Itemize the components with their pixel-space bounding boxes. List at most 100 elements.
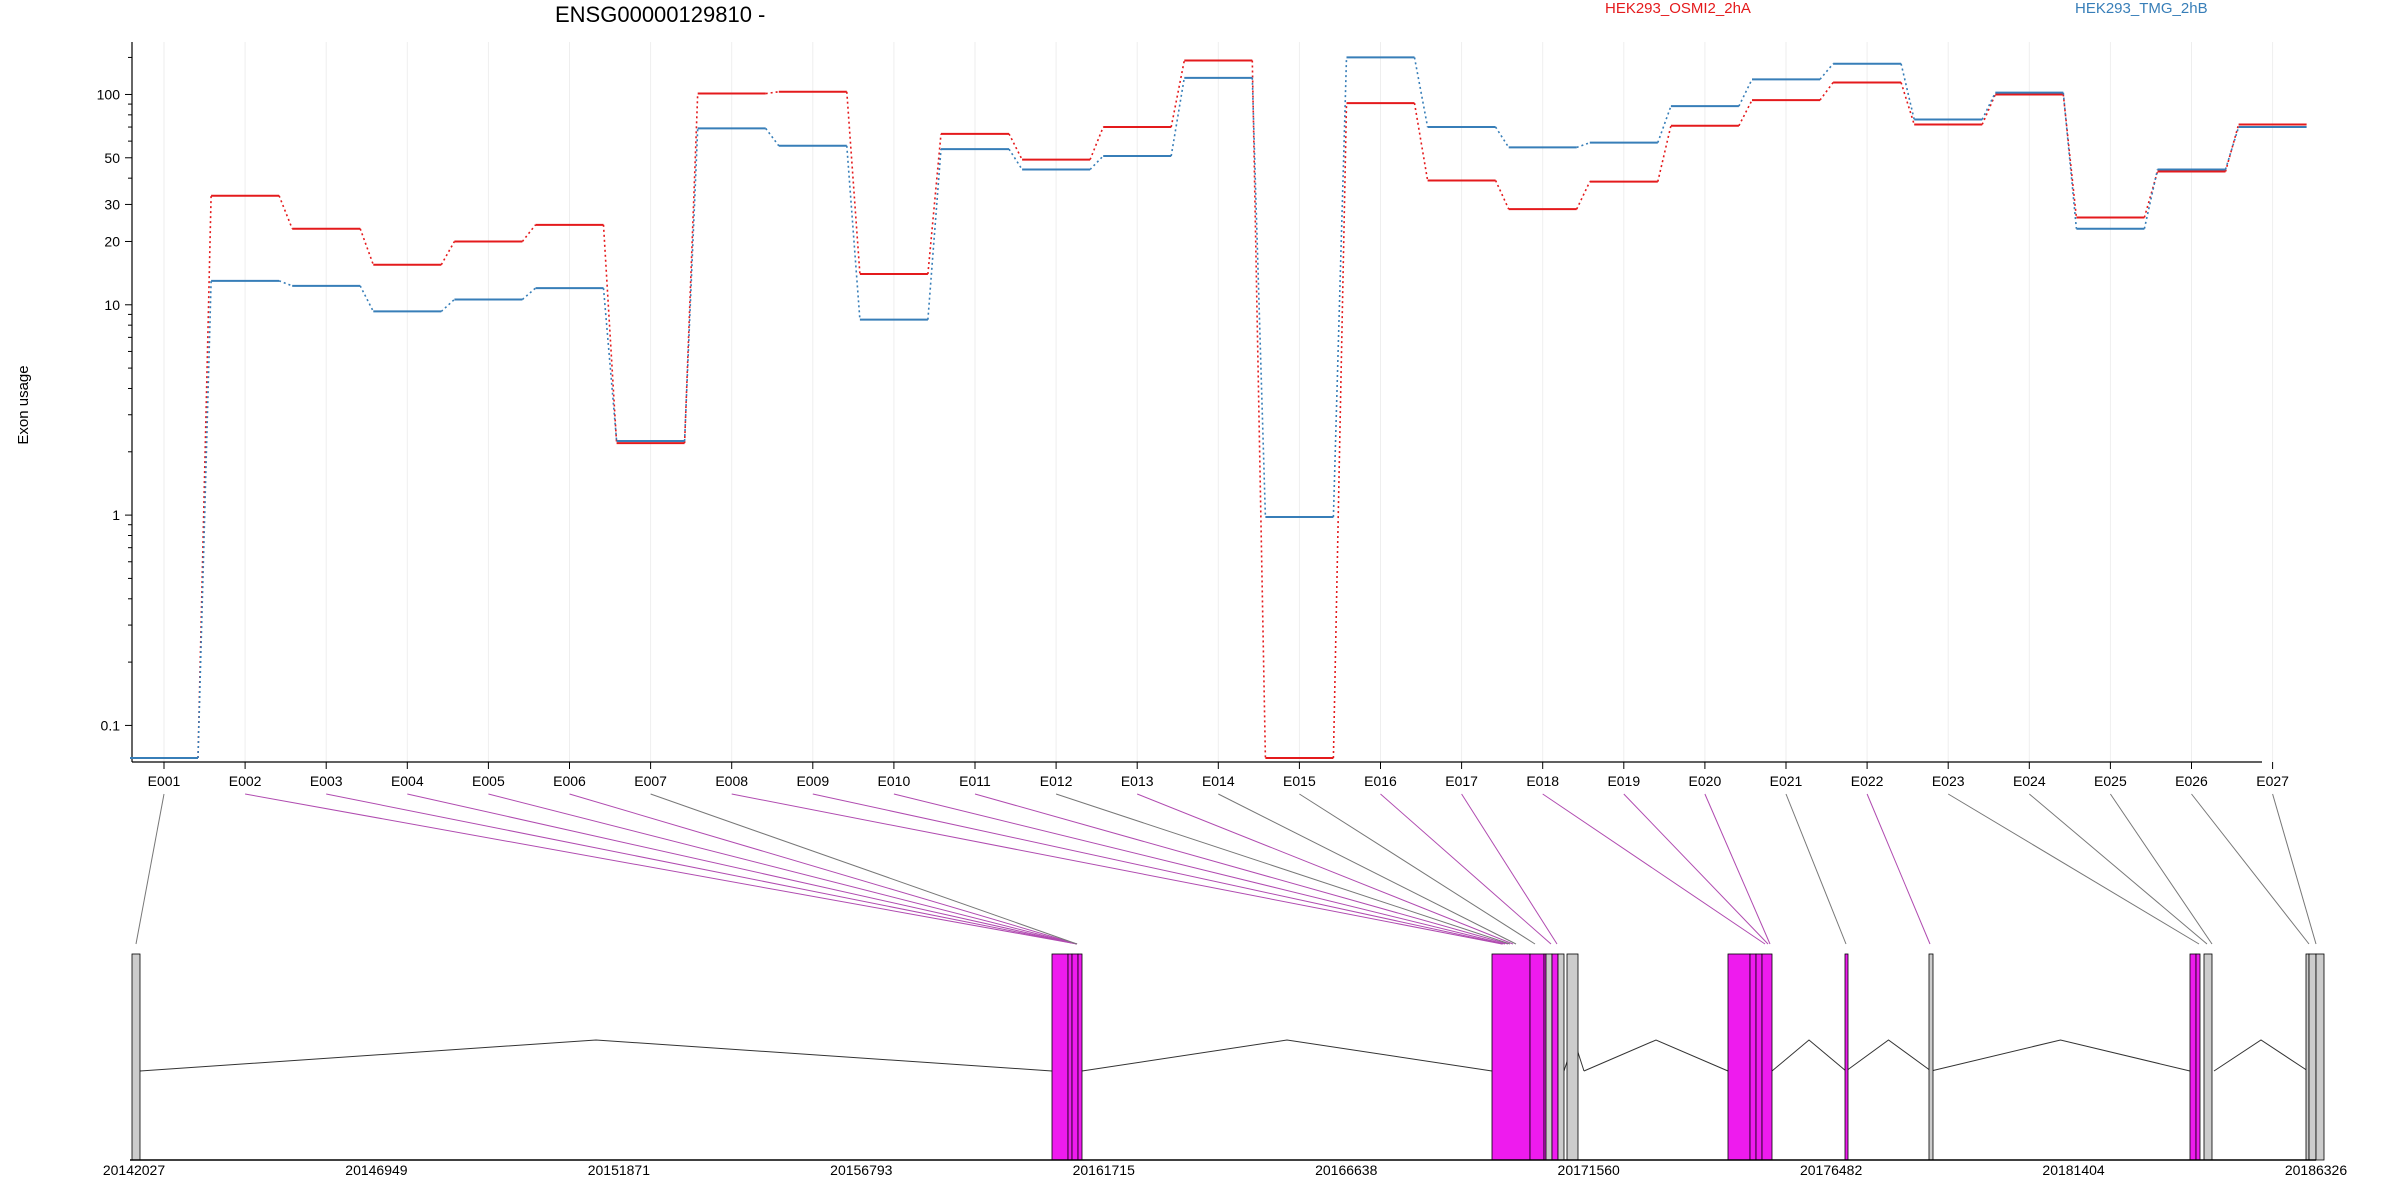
intron-line [2213,1039,2309,1072]
series-2-transition [521,287,537,301]
series-1-transition [1494,180,1510,210]
series-1-transition [1819,82,1834,101]
series-1-transition [1413,102,1429,181]
exon-connector [2109,793,2213,945]
series-2-transition [1170,77,1186,157]
x-tick-label: E001 [148,773,181,789]
series-1-transition [521,224,537,242]
series-1-transition [2062,94,2078,218]
genomic-tick-label: 20151871 [588,1162,651,1178]
series-1-transition [197,195,212,759]
exon-connector [569,793,1078,945]
genomic-tick-label: 20181404 [2042,1162,2105,1178]
y-tick-label: 0.1 [101,717,121,733]
exon-block [2203,953,2213,1161]
series-2-transition [1251,77,1267,517]
series-2-transition [1576,141,1591,149]
exon-block [1067,953,1073,1161]
series-2-transition [1089,155,1104,171]
series-1-transition [1170,60,1186,128]
genomic-tick-label: 20161715 [1073,1162,1136,1178]
x-tick-label: E009 [796,773,829,789]
series-1-transition [602,224,618,444]
exon-connectors [135,793,2317,945]
y-tick-label: 50 [104,150,120,166]
exon-connector [1299,793,1536,945]
x-tick-label: E021 [1770,773,1803,789]
series-1-transition [1008,133,1023,160]
y-tick-label: 10 [104,297,120,313]
series-1-transition [359,228,375,266]
exon-block [1749,953,1757,1161]
exon-connector [245,793,1078,945]
exon-connector [974,793,1509,945]
x-tick-label: E007 [634,773,667,789]
series-1-transition [2224,124,2240,172]
y-tick-label: 20 [104,233,120,249]
series-2-transition [1494,126,1510,148]
exon-connector [2028,793,2208,945]
exon-block [1566,953,1579,1161]
exon-block [1557,953,1565,1161]
series-1-transition [1575,181,1591,210]
genomic-tick-label: 20176482 [1800,1162,1863,1178]
exon-block [1051,953,1069,1161]
exon-connector [650,793,1078,945]
y-tick-label: 30 [104,196,120,212]
exon-connector [1947,793,2200,945]
x-tick-label: E014 [1202,773,1235,789]
intron-line [1583,1039,1729,1072]
series-1-transition [846,91,861,275]
series-2-transition [1900,63,1915,120]
series-1-transition [1089,126,1104,160]
exon-block [1761,953,1773,1161]
exon-connector [1380,793,1552,945]
genomic-tick-label: 20171560 [1558,1162,1621,1178]
exon-block [1844,953,1849,1161]
x-tick-label: E008 [715,773,748,789]
x-tick-label: E012 [1040,773,1073,789]
x-tick-label: E010 [878,773,911,789]
chart-title: ENSG00000129810 - [555,2,765,27]
series-2-transition [1332,57,1348,517]
series-1-transition [1332,103,1348,759]
series-2-transition [602,288,618,442]
exon-connector [812,793,1504,945]
series-2-transition [683,128,699,442]
series-2-transition [1008,148,1023,170]
exon-connector [893,793,1506,945]
series-2-transition [1819,63,1834,80]
genomic-tick-label: 20166638 [1315,1162,1378,1178]
x-tick-label: E027 [2256,773,2289,789]
legend-series-2: HEK293_TMG_2hB [2075,0,2208,17]
series-2-transition [1657,105,1672,143]
series-2-transition [197,280,212,759]
legend-series-1: HEK293_OSMI2_2hA [1605,0,1751,17]
series-lines [130,56,2307,759]
genomic-tick-label: 20186326 [2285,1162,2348,1178]
intron-line [1081,1039,1493,1072]
series-2-transition [278,280,293,287]
grid-lines [163,42,2274,762]
series-1-transition [927,133,942,275]
intron-line [1845,1039,1932,1072]
exon-connector [1055,793,1511,945]
exon-connector [407,793,1078,945]
exon-connector [2272,793,2317,945]
exon-connector [1137,793,1514,945]
gene-model: 20142027 20146949 20151871 20156793 20161715… [103,953,2348,1178]
exon-connector [1704,793,1771,945]
exon-block [2305,953,2310,1161]
exon-connector [135,793,165,945]
series-1-transition [683,93,699,444]
x-tick-label: E017 [1445,773,1478,789]
series-2-transition [765,127,780,147]
series-2-transition [2224,126,2240,170]
x-tick-label: E022 [1851,773,1884,789]
exon-connector [1542,793,1766,945]
exon-connector [2191,793,2310,945]
series-1-transition [278,195,293,230]
series-1-transition [1657,125,1672,182]
series-2-transition [1738,78,1753,107]
